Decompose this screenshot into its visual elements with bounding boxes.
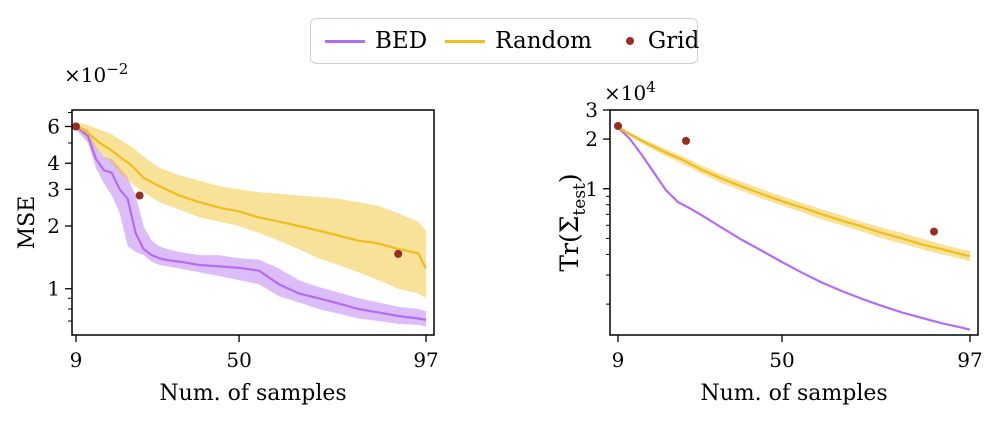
legend: BED Random Grid [310,18,699,64]
y-axis-label: MSE [15,196,40,250]
point-grid [682,136,690,145]
x-tick-label: 97 [957,348,982,372]
axes-frame [71,109,435,336]
y-tick-label: 2 [47,214,60,238]
x-tick-label: 97 [413,348,438,372]
y-tick-label: 3 [47,177,60,201]
y-exponent-label: ×10−2 [64,60,128,87]
legend-item-random: Random [445,28,592,54]
legend-label-random: Random [495,28,592,54]
legend-swatch-bed [325,39,365,43]
line-bed [617,126,971,331]
x-tick-label: 50 [226,348,251,372]
legend-label-grid: Grid [647,28,700,54]
legend-label-bed: BED [375,28,428,54]
axes-frame [609,109,979,336]
y-tick-label: 2 [585,127,598,151]
band-random [76,122,426,299]
point-grid [71,122,80,131]
x-tick-label: 50 [769,348,794,372]
y-tick-label: 1 [47,277,60,301]
x-axis-label: Num. of samples [700,381,887,406]
line-bed [75,125,427,321]
y-tick-label: 1 [585,177,598,201]
legend-item-grid: Grid [610,28,699,54]
point-grid [394,249,403,258]
x-tick-label: 9 [612,348,625,372]
plot-area [75,122,427,327]
line-random [617,126,971,258]
y-axis-label: Tr(Σtest) [555,173,590,271]
plot-area [617,126,971,331]
x-axis-label: Num. of samples [159,381,346,406]
legend-item-bed: BED [325,28,427,54]
chart-panel-2: 9 50 97 1 2 3 Num. of samples ×104 Tr(Σtest) [555,78,983,406]
y-tick-label: 4 [47,151,60,175]
line-random [75,124,427,270]
chart-panel-1: 9 50 97 1 2 34 6 Num. of samples ×10−2 MSE [15,60,439,406]
y-tick-label: 6 [47,115,60,139]
band-bed [76,125,426,327]
x-tick-label: 9 [70,348,83,372]
legend-swatch-grid [625,37,634,45]
y-tick-label: 3 [585,98,598,122]
legend-swatch-random [445,39,486,43]
point-grid [135,191,144,200]
point-grid [930,227,938,236]
y-exponent-label: ×104 [604,78,656,105]
point-grid [614,121,622,130]
